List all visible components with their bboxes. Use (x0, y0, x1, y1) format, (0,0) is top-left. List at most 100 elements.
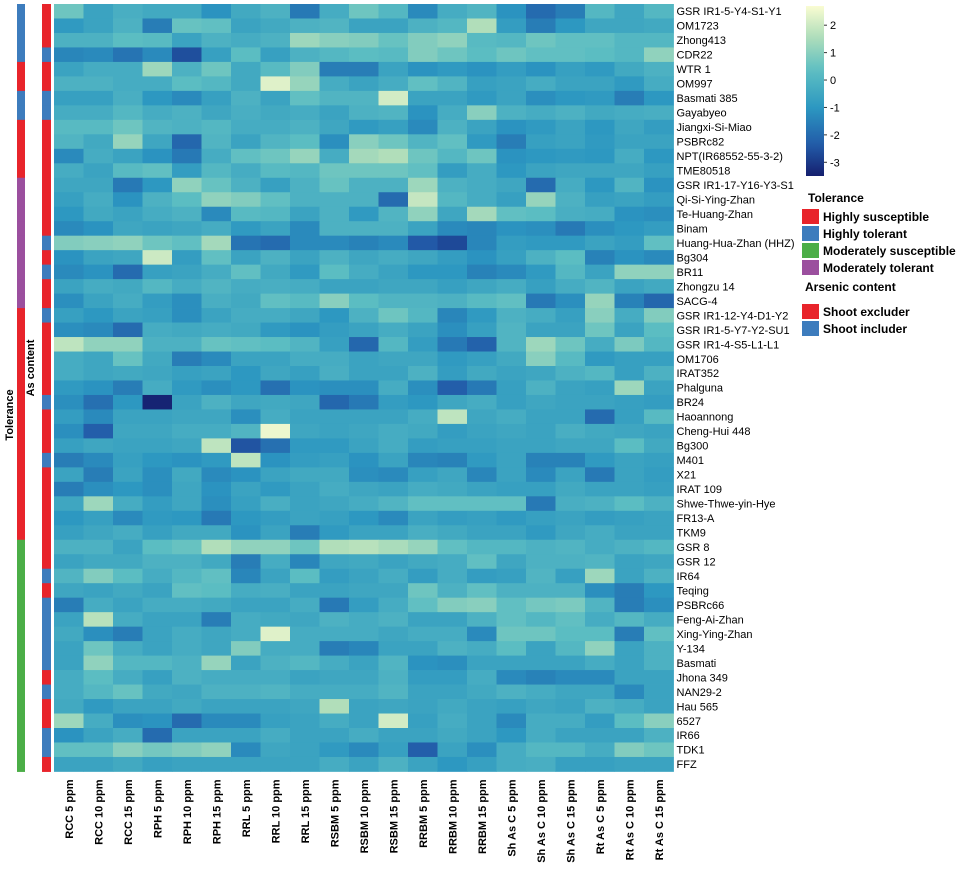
tolerance-cell (17, 756, 25, 772)
heatmap-cell (614, 496, 645, 512)
heatmap-cell (260, 61, 291, 77)
heatmap-cell (378, 539, 409, 555)
heatmap-cell (142, 105, 173, 121)
heatmap-cell (113, 308, 143, 323)
heatmap-cell (378, 351, 409, 367)
heatmap-cell (260, 366, 291, 381)
as-content-cell (42, 76, 51, 92)
as-content-cell (42, 61, 51, 77)
heatmap-cell (437, 394, 468, 410)
heatmap-cell (644, 583, 674, 599)
heatmap-cell (585, 4, 615, 19)
heatmap-cell (231, 351, 261, 367)
heatmap-cell (201, 670, 232, 685)
heatmap-cell (526, 279, 556, 294)
heatmap-cell (290, 728, 320, 743)
heatmap-cell (54, 105, 84, 121)
heatmap-cell (555, 641, 586, 656)
heatmap-cell (83, 539, 114, 555)
heatmap-cell (555, 423, 586, 439)
heatmap-cell (349, 496, 379, 512)
heatmap-cell (644, 119, 674, 135)
row-label: GSR 8 (677, 542, 710, 554)
column-label: RCC 5 ppm (64, 779, 76, 839)
heatmap-cell (290, 250, 320, 266)
heatmap-cell (467, 264, 497, 280)
heatmap-cell (437, 235, 468, 251)
heatmap-cell (319, 510, 350, 526)
heatmap-cell (231, 163, 261, 179)
heatmap-cell (614, 206, 645, 222)
heatmap-cell (113, 467, 143, 483)
heatmap-cell (378, 728, 409, 743)
heatmap-cell (83, 337, 114, 352)
heatmap-cell (437, 554, 468, 570)
heatmap-cell (349, 452, 379, 468)
heatmap-cell (319, 742, 350, 758)
heatmap-cell (349, 76, 379, 92)
heatmap-cell (496, 409, 527, 425)
heatmap-cell (260, 670, 291, 685)
tolerance-cell (17, 148, 25, 164)
heatmap-cell (644, 699, 674, 714)
heatmap-cell (113, 105, 143, 121)
heatmap-cell (54, 728, 84, 743)
heatmap-cell (54, 612, 84, 628)
heatmap-cells (54, 4, 674, 772)
heatmap-cell (349, 467, 379, 483)
heatmap-cell (172, 612, 202, 628)
heatmap-cell (113, 177, 143, 193)
tolerance-cell (17, 134, 25, 150)
heatmap-cell (585, 18, 615, 34)
heatmap-cell (437, 90, 468, 106)
heatmap-cell (260, 279, 291, 294)
heatmap-cell (142, 47, 173, 63)
heatmap-cell (349, 47, 379, 63)
heatmap-cell (349, 409, 379, 425)
heatmap-cell (526, 293, 556, 309)
heatmap-cell (408, 250, 438, 266)
heatmap-cell (290, 423, 320, 439)
heatmap-cell (496, 554, 527, 570)
legend-swatch (802, 226, 819, 241)
heatmap-cell (585, 250, 615, 266)
heatmap-cell (290, 713, 320, 729)
heatmap-cell (231, 612, 261, 628)
heatmap-cell (408, 32, 438, 48)
heatmap-cell (319, 583, 350, 599)
heatmap-cell (260, 337, 291, 352)
heatmap-cell (201, 699, 232, 714)
heatmap-cell (113, 423, 143, 439)
heatmap-cell (408, 684, 438, 700)
heatmap-cell (644, 539, 674, 555)
row-label: Gayabyeo (677, 108, 727, 120)
as-content-cell (42, 148, 51, 164)
heatmap-cell (54, 18, 84, 34)
heatmap-cell (555, 163, 586, 179)
heatmap-cell (231, 18, 261, 34)
heatmap-cell (437, 728, 468, 743)
heatmap-cell (526, 626, 556, 642)
heatmap-cell (555, 76, 586, 92)
heatmap-cell (555, 438, 586, 454)
heatmap-cell (201, 728, 232, 743)
heatmap-cell (585, 583, 615, 599)
heatmap-cell (614, 423, 645, 439)
heatmap-cell (142, 148, 173, 164)
heatmap-cell (437, 699, 468, 714)
heatmap-cell (555, 32, 586, 48)
heatmap-cell (437, 496, 468, 512)
heatmap-cell (172, 163, 202, 179)
heatmap-cell (378, 713, 409, 729)
legend-label: Highly susceptible (823, 210, 929, 224)
heatmap-cell (201, 597, 232, 613)
heatmap-cell (496, 583, 527, 599)
heatmap-cell (555, 380, 586, 396)
heatmap-cell (644, 134, 674, 150)
heatmap-cell (555, 467, 586, 483)
heatmap-cell (437, 452, 468, 468)
heatmap-cell (260, 380, 291, 396)
heatmap-cell (142, 438, 173, 454)
heatmap-cell (437, 525, 468, 541)
as-content-cell (42, 163, 51, 179)
